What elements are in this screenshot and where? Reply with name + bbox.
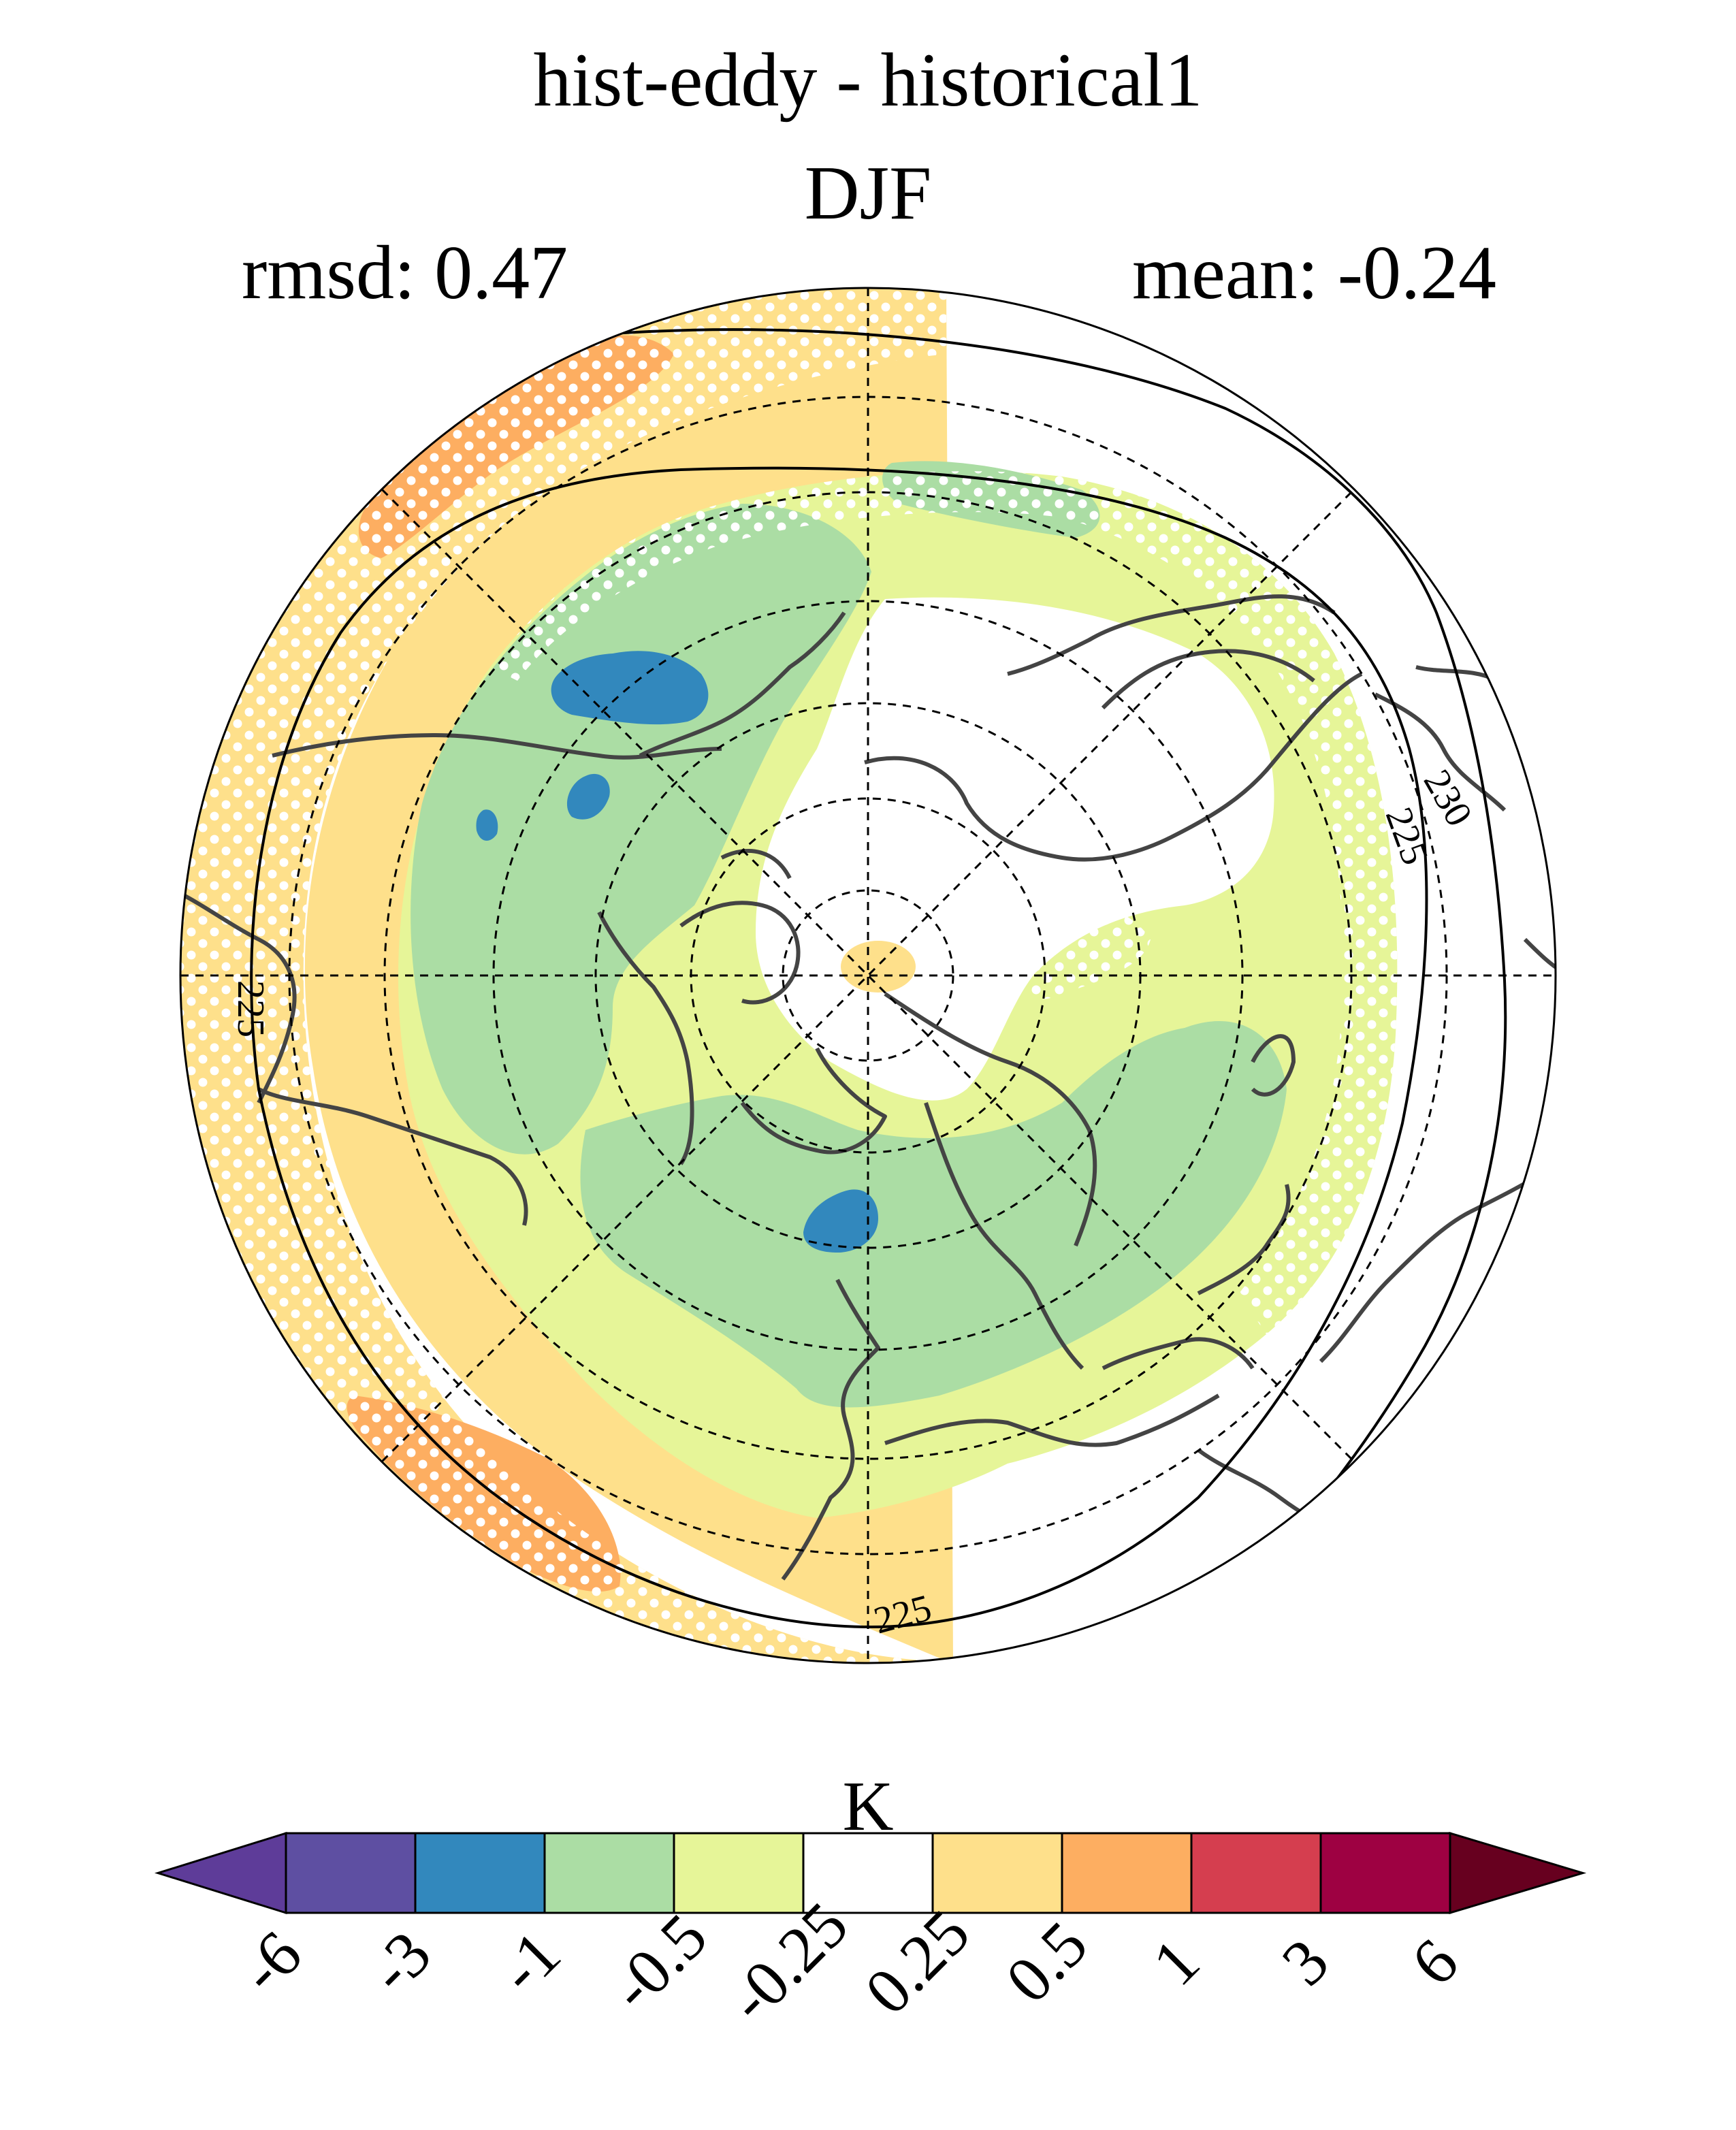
contour-230 — [612, 328, 1507, 1662]
colorbar-tick-label: -6 — [225, 1917, 315, 2007]
colorbar-box — [1190, 1832, 1322, 1914]
colorbar-box — [931, 1832, 1063, 1914]
blue-patch-small-1 — [566, 773, 610, 820]
colorbar-box — [543, 1832, 675, 1914]
colorbar-extend-max — [1449, 1831, 1587, 1915]
mean-label: mean: -0.24 — [1132, 231, 1496, 315]
blue-patch-atlantic — [803, 1189, 878, 1253]
contour-label-225-west: 225 — [229, 980, 272, 1037]
colorbar-box — [673, 1832, 805, 1914]
colorbar-tick-label: 1 — [1138, 1924, 1213, 1999]
latitude-graticule — [180, 288, 1556, 1663]
colorbar-tick-label: -0.5 — [596, 1899, 720, 2024]
colorbar-box — [1319, 1832, 1451, 1914]
blue-patch-small-2 — [476, 809, 498, 841]
colorbar-tick-label: 0.5 — [992, 1907, 1102, 2017]
colorbar-box — [285, 1832, 417, 1914]
map-boundary — [179, 287, 1557, 1664]
colorbar-box — [414, 1832, 546, 1914]
rmsd-label: rmsd: 0.47 — [242, 231, 568, 315]
colorbar-tick-label: -1 — [484, 1917, 574, 2007]
map-title: hist-eddy - historical1 — [533, 38, 1203, 123]
polar-map — [180, 288, 1556, 1663]
colorbar: K -6 -3 -1 -0.5-0.250.25 0.5 1 3 6 — [154, 1767, 1587, 2036]
colorbar-box — [1061, 1832, 1193, 1914]
contour-225-a — [250, 466, 1428, 1629]
colorbar-box — [802, 1832, 934, 1914]
colorbar-tick-label: 6 — [1397, 1924, 1472, 1999]
colorbar-extend-min — [154, 1831, 287, 1915]
colorbar-tick-label: -3 — [355, 1917, 445, 2007]
colorbar-tick-label: 0.25 — [851, 1896, 983, 2028]
colorbar-tick-label: 3 — [1268, 1924, 1343, 1999]
season-label: DJF — [804, 151, 932, 236]
